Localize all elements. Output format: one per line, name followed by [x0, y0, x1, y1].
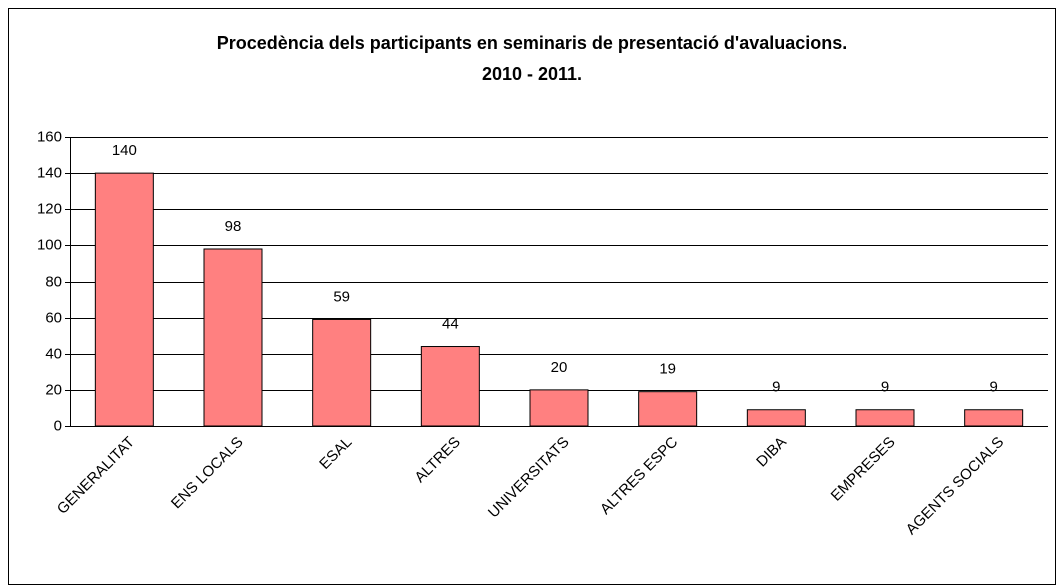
bar: [855, 409, 915, 427]
y-tick-label: 80: [45, 273, 62, 290]
value-label: 9: [881, 379, 889, 396]
value-label: 20: [551, 359, 568, 376]
chart-border: [8, 8, 1056, 585]
chart-title: Procedència dels participants en seminar…: [217, 33, 848, 53]
value-label: 98: [225, 218, 242, 235]
y-tick-label: 60: [45, 309, 62, 326]
value-label: 44: [442, 315, 459, 332]
value-label: 19: [659, 361, 676, 378]
value-label: 59: [333, 288, 350, 305]
y-tick-label: 40: [45, 345, 62, 362]
value-label: 9: [989, 379, 997, 396]
chart-title: 2010 - 2011.: [482, 64, 582, 84]
y-tick-label: 20: [45, 381, 62, 398]
value-label: 140: [112, 142, 137, 159]
y-tick-label: 140: [37, 164, 62, 181]
bar: [94, 172, 154, 427]
y-tick-label: 0: [54, 417, 62, 434]
bar: [203, 248, 263, 427]
bar: [420, 346, 480, 427]
y-tick-label: 160: [37, 128, 62, 145]
bar: [312, 318, 372, 427]
y-tick-label: 120: [37, 200, 62, 217]
value-label: 9: [772, 379, 780, 396]
bar: [964, 409, 1024, 427]
bar: [746, 409, 806, 427]
bar: [638, 391, 698, 427]
bar: [529, 389, 589, 427]
y-tick-label: 100: [37, 236, 62, 253]
